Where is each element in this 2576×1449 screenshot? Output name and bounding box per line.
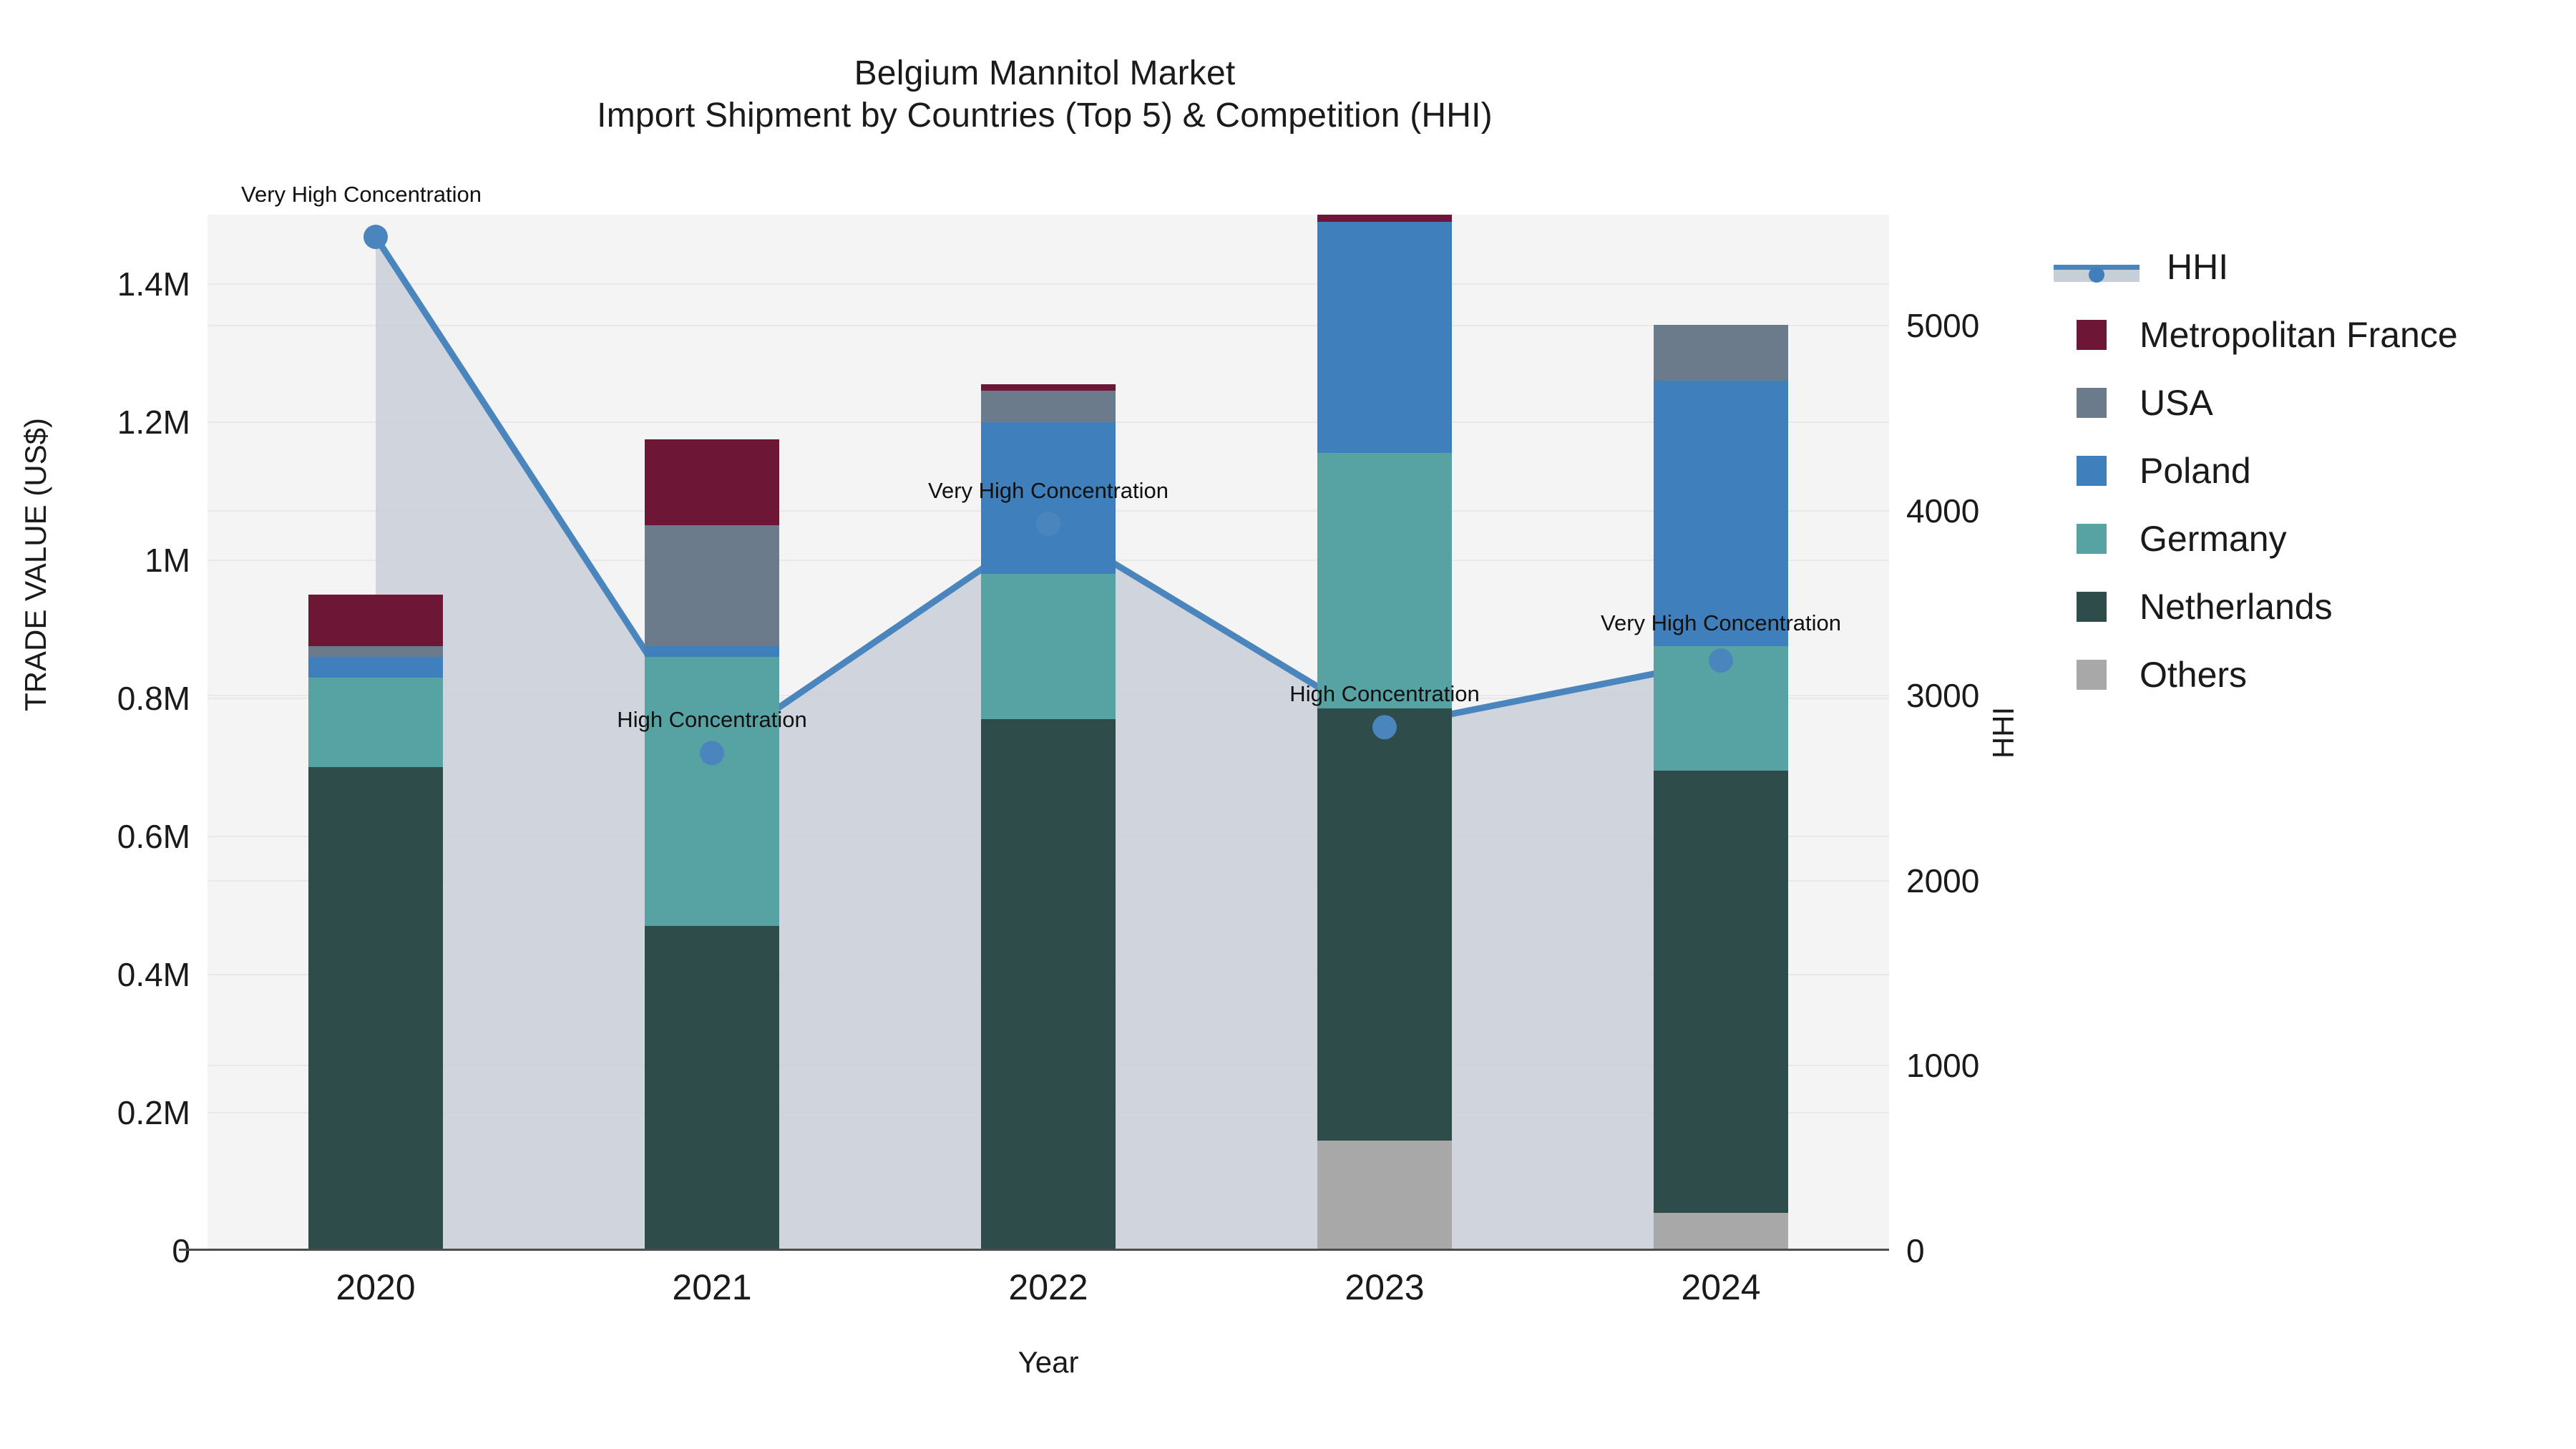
y-axis-right-tick-label: 0	[1906, 1232, 1925, 1269]
y-axis-right-tick-label: 2000	[1906, 862, 1980, 899]
concentration-annotation: Very High Concentration	[927, 477, 1169, 503]
x-axis-tick-label: 2021	[672, 1267, 752, 1307]
legend-color-swatch	[2077, 591, 2107, 622]
x-axis-tick-label: 2023	[1345, 1267, 1425, 1307]
concentration-annotation: Very High Concentration	[1600, 610, 1842, 636]
bar-segment[interactable]	[645, 439, 779, 526]
bar-segment[interactable]	[981, 391, 1116, 422]
x-axis-tick-label: 2020	[336, 1267, 416, 1307]
bar-segment[interactable]	[981, 573, 1116, 719]
y-axis-left-tick-label: 1.4M	[117, 265, 190, 303]
y-axis-left-tick-label: 1M	[145, 541, 190, 579]
legend-item-label: Netherlands	[2140, 586, 2333, 627]
bar-segment[interactable]	[308, 656, 443, 678]
legend-line-icon	[2054, 252, 2140, 283]
bar-segment[interactable]	[308, 646, 443, 657]
legend-item[interactable]: Poland	[2054, 436, 2569, 504]
bar-segment[interactable]	[1317, 708, 1452, 1141]
bar-segment[interactable]	[1654, 771, 1788, 1213]
bar-segment[interactable]	[1317, 215, 1452, 222]
bar-segment[interactable]	[1654, 1212, 1788, 1251]
legend-color-swatch	[2077, 455, 2107, 486]
plot-area	[179, 215, 1889, 1251]
bar-group[interactable]	[1317, 215, 1452, 1251]
x-axis-line	[179, 1249, 1889, 1251]
y-axis-left-tick-label: 0.6M	[117, 817, 190, 855]
bar-segment[interactable]	[645, 525, 779, 647]
y-axis-left-tick-label: 0.2M	[117, 1093, 190, 1131]
legend-color-swatch	[2077, 523, 2107, 554]
x-axis-tick-label: 2022	[1008, 1267, 1088, 1307]
chart-title: Belgium Mannitol Market	[854, 54, 1236, 92]
bar-segment[interactable]	[645, 926, 779, 1251]
legend-color-swatch	[2077, 659, 2107, 690]
bar-group[interactable]	[1654, 215, 1788, 1251]
bar-segment[interactable]	[1317, 1140, 1452, 1251]
y-axis-left-tick-label: 1.2M	[117, 403, 190, 441]
y-axis-left-tick-label: 0	[172, 1232, 190, 1269]
bar-segment[interactable]	[645, 656, 779, 927]
y-axis-left-ticks: 0 0.2M 0.4M 0.6M 0.8M 1M 1.2M 1.4M	[43, 215, 190, 1269]
legend-item[interactable]: Metropolitan France	[2054, 301, 2569, 369]
bar-segment[interactable]	[308, 767, 443, 1251]
concentration-annotation: Very High Concentration	[240, 182, 482, 208]
legend-item[interactable]: HHI	[2054, 233, 2569, 301]
legend-item-label: HHI	[2167, 246, 2229, 287]
bar-segment[interactable]	[1654, 380, 1788, 647]
chart-title-block: Belgium Mannitol Market Import Shipment …	[0, 53, 2089, 137]
bar-segment[interactable]	[308, 594, 443, 647]
y-axis-left-tick-label: 0.4M	[117, 955, 190, 993]
bar-segment[interactable]	[1317, 221, 1452, 454]
legend-item-label: USA	[2140, 382, 2213, 423]
legend-line-dot-icon	[2089, 266, 2104, 283]
concentration-annotation: High Concentration	[1289, 681, 1480, 707]
legend-color-swatch	[2077, 387, 2107, 418]
concentration-annotation: High Concentration	[617, 707, 807, 733]
chart-subtitle: Import Shipment by Countries (Top 5) & C…	[597, 96, 1493, 135]
plot-clip	[208, 215, 1889, 1251]
bar-segment[interactable]	[981, 718, 1116, 1251]
bar-segment[interactable]	[1317, 453, 1452, 709]
legend-item[interactable]: Others	[2054, 640, 2569, 708]
bar-segment[interactable]	[981, 384, 1116, 391]
legend-item-label: Metropolitan France	[2140, 314, 2458, 355]
x-axis-tick-label: 2024	[1681, 1267, 1761, 1307]
y-axis-right-tick-label: 1000	[1906, 1047, 1980, 1085]
bar-group[interactable]	[981, 215, 1116, 1251]
bar-segment[interactable]	[1654, 325, 1788, 381]
legend-item-label: Others	[2140, 654, 2248, 695]
legend-item[interactable]: Netherlands	[2054, 572, 2569, 640]
y-axis-right-tick-label: 3000	[1906, 677, 1980, 715]
legend-color-swatch	[2077, 319, 2107, 350]
y-axis-right-ticks: 0 1000 2000 3000 4000 5000	[1906, 215, 2092, 1269]
legend-item[interactable]: USA	[2054, 369, 2569, 436]
bar-segment[interactable]	[981, 421, 1116, 574]
bar-group[interactable]	[645, 215, 779, 1251]
bar-group[interactable]	[308, 215, 443, 1251]
x-axis-title: Year	[1018, 1345, 1079, 1379]
y-axis-right-tick-label: 4000	[1906, 492, 1980, 530]
y-axis-left-tick-label: 0.8M	[117, 679, 190, 717]
legend-item-label: Germany	[2140, 518, 2287, 559]
legend-item[interactable]: Germany	[2054, 504, 2569, 572]
bar-segment[interactable]	[645, 646, 779, 657]
chart-legend: HHI Metropolitan France USA Poland Germany Ne…	[2054, 233, 2569, 708]
legend-item-label: Poland	[2140, 450, 2251, 491]
y-axis-right-tick-label: 5000	[1906, 307, 1980, 345]
bar-segment[interactable]	[308, 677, 443, 768]
bar-segment[interactable]	[1654, 646, 1788, 771]
